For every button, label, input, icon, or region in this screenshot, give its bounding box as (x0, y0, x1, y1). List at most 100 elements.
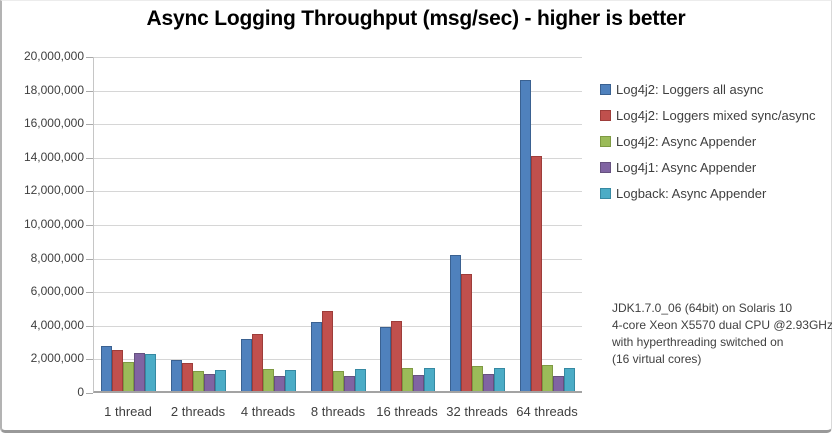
legend-item: Log4j2: Loggers mixed sync/async (600, 102, 815, 128)
gridline (94, 191, 582, 192)
bar-group (443, 57, 513, 391)
bar-group (94, 57, 164, 391)
chart-title: Async Logging Throughput (msg/sec) - hig… (146, 7, 686, 30)
y-tick-label: 20,000,000 (23, 49, 84, 63)
legend-swatch (600, 187, 611, 199)
x-tick-label: 8 threads (310, 404, 366, 419)
legend-label: Log4j2: Loggers all async (616, 81, 764, 97)
y-tick-mark (86, 326, 93, 327)
y-tick-label: 6,000,000 (30, 284, 84, 298)
legend-swatch (600, 161, 611, 173)
bar (519, 80, 531, 391)
bar (112, 350, 124, 391)
gridline (94, 259, 582, 260)
y-tick-label: 4,000,000 (30, 318, 84, 332)
y-tick-mark (86, 158, 93, 159)
y-tick-label: 2,000,000 (30, 351, 84, 365)
gridline (94, 326, 582, 327)
y-tick-label: 18,000,000 (23, 83, 84, 97)
bar (413, 375, 425, 391)
legend: Log4j2: Loggers all async Log4j2: Loggers… (600, 76, 815, 206)
bar (391, 321, 403, 391)
y-tick-label: 16,000,000 (23, 116, 84, 130)
bar (273, 376, 285, 391)
gridline (94, 292, 582, 293)
y-tick-mark (86, 91, 93, 92)
y-tick-mark (86, 225, 93, 226)
legend-swatch (600, 83, 611, 95)
x-tick-label: 1 thread (104, 404, 152, 419)
bar-group (233, 57, 303, 391)
bar (449, 255, 461, 391)
bars-layer (94, 57, 582, 391)
bar (123, 362, 135, 391)
bar (215, 370, 227, 391)
bar-group (373, 57, 443, 391)
bar (145, 354, 157, 391)
legend-item: Log4j1: Async Appender (600, 154, 815, 180)
x-tick-label: 2 threads (170, 404, 226, 419)
gridline (94, 124, 582, 125)
y-tick-mark (86, 393, 93, 394)
y-tick-label: 12,000,000 (23, 183, 84, 197)
bar (402, 368, 414, 391)
bar (471, 366, 483, 391)
y-tick-mark (86, 57, 93, 58)
bar (284, 370, 296, 391)
bar (563, 368, 575, 391)
bar (321, 311, 333, 391)
plot-area (93, 57, 582, 393)
annotation-line: (16 virtual cores) (612, 352, 702, 366)
x-tick-label: 4 threads (240, 404, 296, 419)
bar (354, 369, 366, 391)
bar (251, 334, 263, 391)
legend-item: Log4j2: Async Appender (600, 128, 815, 154)
hardware-annotation: JDK1.7.0_06 (64bit) on Solaris 10 4-core… (612, 300, 832, 368)
x-tick-label: 32 threads (446, 404, 508, 419)
x-tick-label: 64 threads (516, 404, 578, 419)
gridline (94, 359, 582, 360)
annotation-line: with hyperthreading switched on (612, 335, 784, 349)
y-tick-mark (86, 191, 93, 192)
bar (482, 374, 494, 391)
y-tick-label: 10,000,000 (23, 217, 84, 231)
y-tick-label: 14,000,000 (23, 150, 84, 164)
bar (332, 371, 344, 391)
bar (493, 368, 505, 391)
legend-label: Log4j2: Loggers mixed sync/async (616, 107, 816, 123)
bar (541, 365, 553, 391)
legend-swatch (600, 109, 611, 121)
annotation-line: 4-core Xeon X5570 dual CPU @2.93GHz (612, 318, 832, 332)
bar (262, 369, 274, 391)
bar (101, 346, 113, 391)
legend-label: Log4j2: Async Appender (616, 133, 757, 149)
y-tick-mark (86, 259, 93, 260)
bar (240, 339, 252, 391)
legend-item: Log4j2: Loggers all async (600, 76, 815, 102)
gridline (94, 57, 582, 58)
legend-label: Logback: Async Appender (616, 185, 767, 201)
bar (380, 327, 392, 391)
bar (552, 376, 564, 391)
bar (310, 322, 322, 391)
bar (204, 374, 216, 391)
bar (343, 376, 355, 391)
legend-item: Logback: Async Appender (600, 180, 815, 206)
bar-group (303, 57, 373, 391)
bar (182, 363, 194, 391)
bar (530, 156, 542, 391)
y-tick-label: 0 (77, 385, 84, 399)
gridline (94, 91, 582, 92)
annotation-line: JDK1.7.0_06 (64bit) on Solaris 10 (612, 301, 793, 315)
bar (171, 360, 183, 391)
y-tick-mark (86, 292, 93, 293)
bar (424, 368, 436, 391)
y-tick-mark (86, 124, 93, 125)
legend-swatch (600, 135, 611, 147)
bar (193, 371, 205, 391)
bar (460, 274, 472, 391)
bar (134, 353, 146, 391)
x-tick-label: 16 threads (376, 404, 438, 419)
bar-group (512, 57, 582, 391)
gridline (94, 225, 582, 226)
